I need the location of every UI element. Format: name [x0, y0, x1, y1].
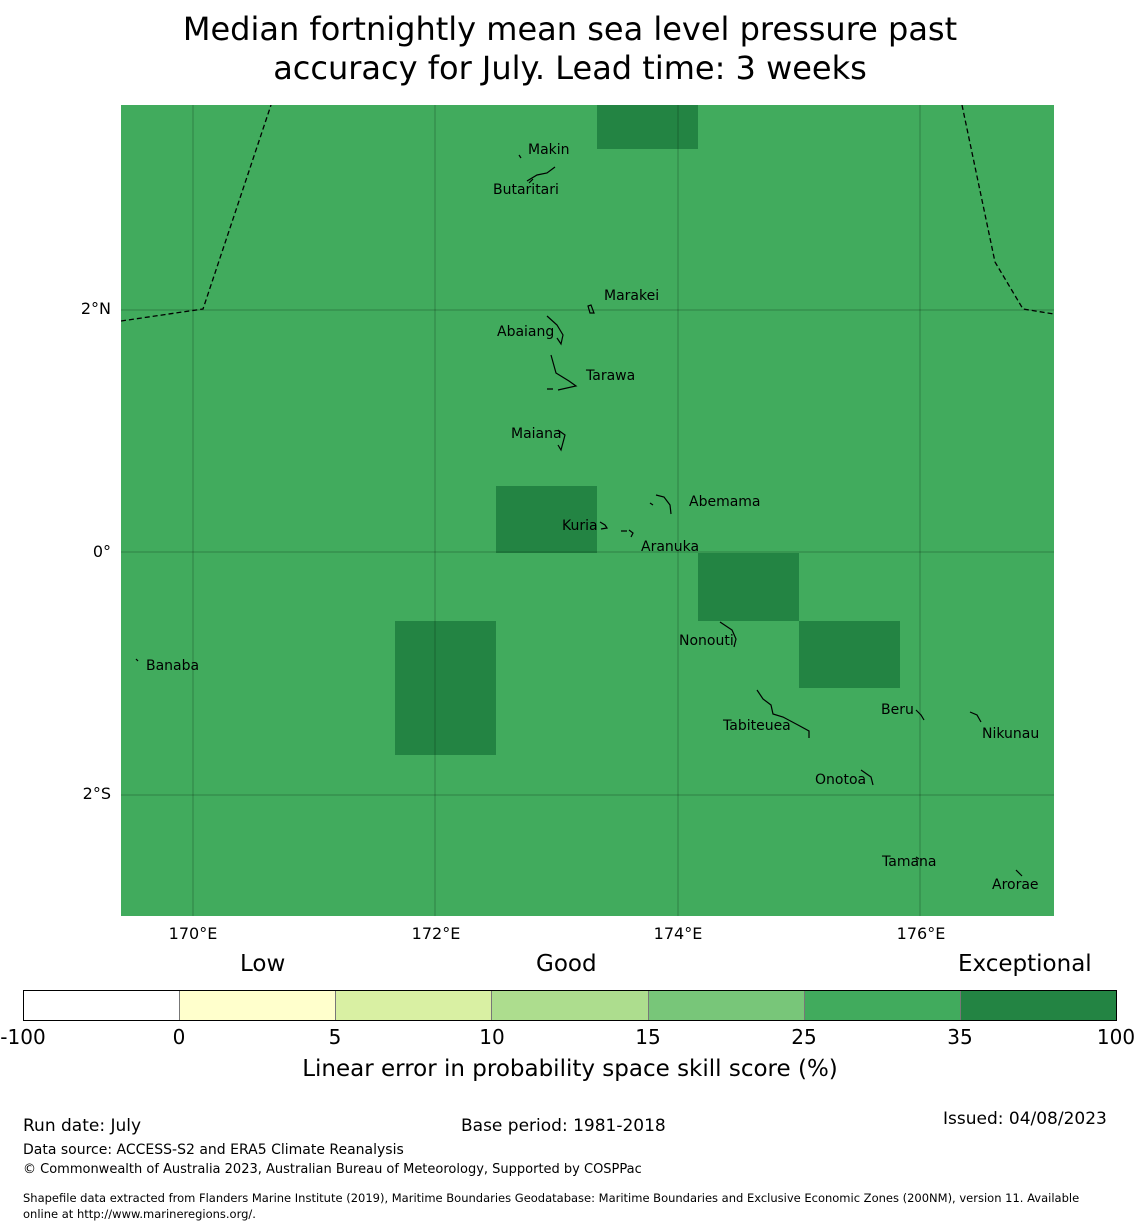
- eez-boundary: [121, 105, 1054, 322]
- exceptional-cell: [395, 621, 496, 755]
- island-label-nikunau: Nikunau: [982, 726, 1040, 742]
- island-label-aranuka: Aranuka: [641, 539, 700, 555]
- shapefile-credit-line-2: online at http://www.marineregions.org/.: [23, 1207, 256, 1221]
- base-period: Base period: 1981-2018: [461, 1116, 666, 1136]
- island-label-beru: Beru: [881, 702, 914, 718]
- lon-tick-176e: 176°E: [896, 924, 946, 943]
- island-label-nonouti: Nonouti: [679, 633, 734, 649]
- island-label-marakei: Marakei: [604, 288, 660, 304]
- exceptional-cell: [597, 105, 698, 149]
- island-label-banaba: Banaba: [146, 658, 200, 674]
- colorbar: [23, 990, 1117, 1021]
- colorbar-tick: 25: [791, 1025, 817, 1049]
- island-label-maiana: Maiana: [511, 426, 562, 442]
- colorbar-segment: [24, 991, 181, 1020]
- legend-category-good: Good: [536, 951, 597, 977]
- island-label-abemama: Abemama: [689, 494, 761, 510]
- colorbar-tick: 35: [947, 1025, 973, 1049]
- island-label-butaritari: Butaritari: [493, 182, 559, 198]
- lon-tick-172e: 172°E: [411, 924, 461, 943]
- lat-tick-2s: 2°S: [82, 784, 111, 803]
- exceptional-cell: [799, 621, 900, 688]
- colorbar-segment: [336, 991, 493, 1020]
- lon-tick-170e: 170°E: [168, 924, 218, 943]
- exceptional-cell: [496, 486, 597, 553]
- island-label-arorae: Arorae: [992, 877, 1039, 893]
- title-line-2: accuracy for July. Lead time: 3 weeks: [273, 49, 867, 87]
- run-date: Run date: July: [23, 1116, 142, 1136]
- island-label-abaiang: Abaiang: [497, 324, 555, 340]
- shapefile-credit-line-1: Shapefile data extracted from Flanders M…: [23, 1191, 1080, 1205]
- island-label-onotoa: Onotoa: [815, 772, 867, 788]
- lon-tick-174e: 174°E: [653, 924, 703, 943]
- map-panel: Makin Butaritari Marakei Abaiang Tarawa …: [121, 105, 1054, 916]
- colorbar-segment: [492, 991, 649, 1020]
- exceptional-cell: [698, 553, 799, 621]
- map-graphics: [121, 105, 1054, 916]
- data-source: Data source: ACCESS-S2 and ERA5 Climate …: [23, 1142, 404, 1158]
- island-label-tarawa: Tarawa: [586, 368, 636, 384]
- colorbar-tick: 15: [635, 1025, 661, 1049]
- island-label-makin: Makin: [528, 142, 570, 158]
- lat-tick-0: 0°: [92, 542, 111, 561]
- island-label-tamana: Tamana: [882, 854, 937, 870]
- colorbar-tick: 0: [172, 1025, 186, 1049]
- colorbar-tick: 5: [328, 1025, 342, 1049]
- legend-category-low: Low: [240, 951, 286, 977]
- colorbar-segment: [648, 991, 805, 1020]
- island-label-kuria: Kuria: [562, 518, 598, 534]
- colorbar-segment: [180, 991, 337, 1020]
- gridlines: [121, 105, 1054, 916]
- colorbar-segment: [960, 991, 1116, 1020]
- issued-date: Issued: 04/08/2023: [943, 1109, 1107, 1129]
- legend-category-exceptional: Exceptional: [958, 951, 1092, 977]
- copyright: © Commonwealth of Australia 2023, Austra…: [23, 1162, 642, 1177]
- lat-tick-2n: 2°N: [80, 299, 111, 318]
- colorbar-tick: 100: [1096, 1025, 1136, 1049]
- island-outlines: [135, 154, 1023, 877]
- island-label-tabiteuea: Tabiteuea: [723, 718, 791, 734]
- colorbar-segment: [804, 991, 961, 1020]
- colorbar-title: Linear error in probability space skill …: [302, 1056, 838, 1082]
- title-line-1: Median fortnightly mean sea level pressu…: [182, 10, 958, 48]
- colorbar-tick: 10: [479, 1025, 505, 1049]
- colorbar-tick: -100: [0, 1025, 46, 1049]
- chart-title: Median fortnightly mean sea level pressu…: [0, 10, 1140, 88]
